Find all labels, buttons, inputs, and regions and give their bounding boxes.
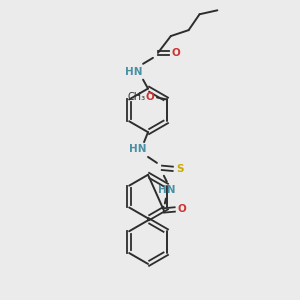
Text: O: O [171, 48, 180, 58]
Text: HN: HN [129, 144, 147, 154]
Text: O: O [177, 204, 186, 214]
Text: CH₃: CH₃ [127, 92, 145, 103]
Text: S: S [176, 164, 184, 174]
Text: O: O [146, 92, 154, 103]
Text: HN: HN [125, 67, 143, 77]
Text: HN: HN [158, 184, 175, 195]
